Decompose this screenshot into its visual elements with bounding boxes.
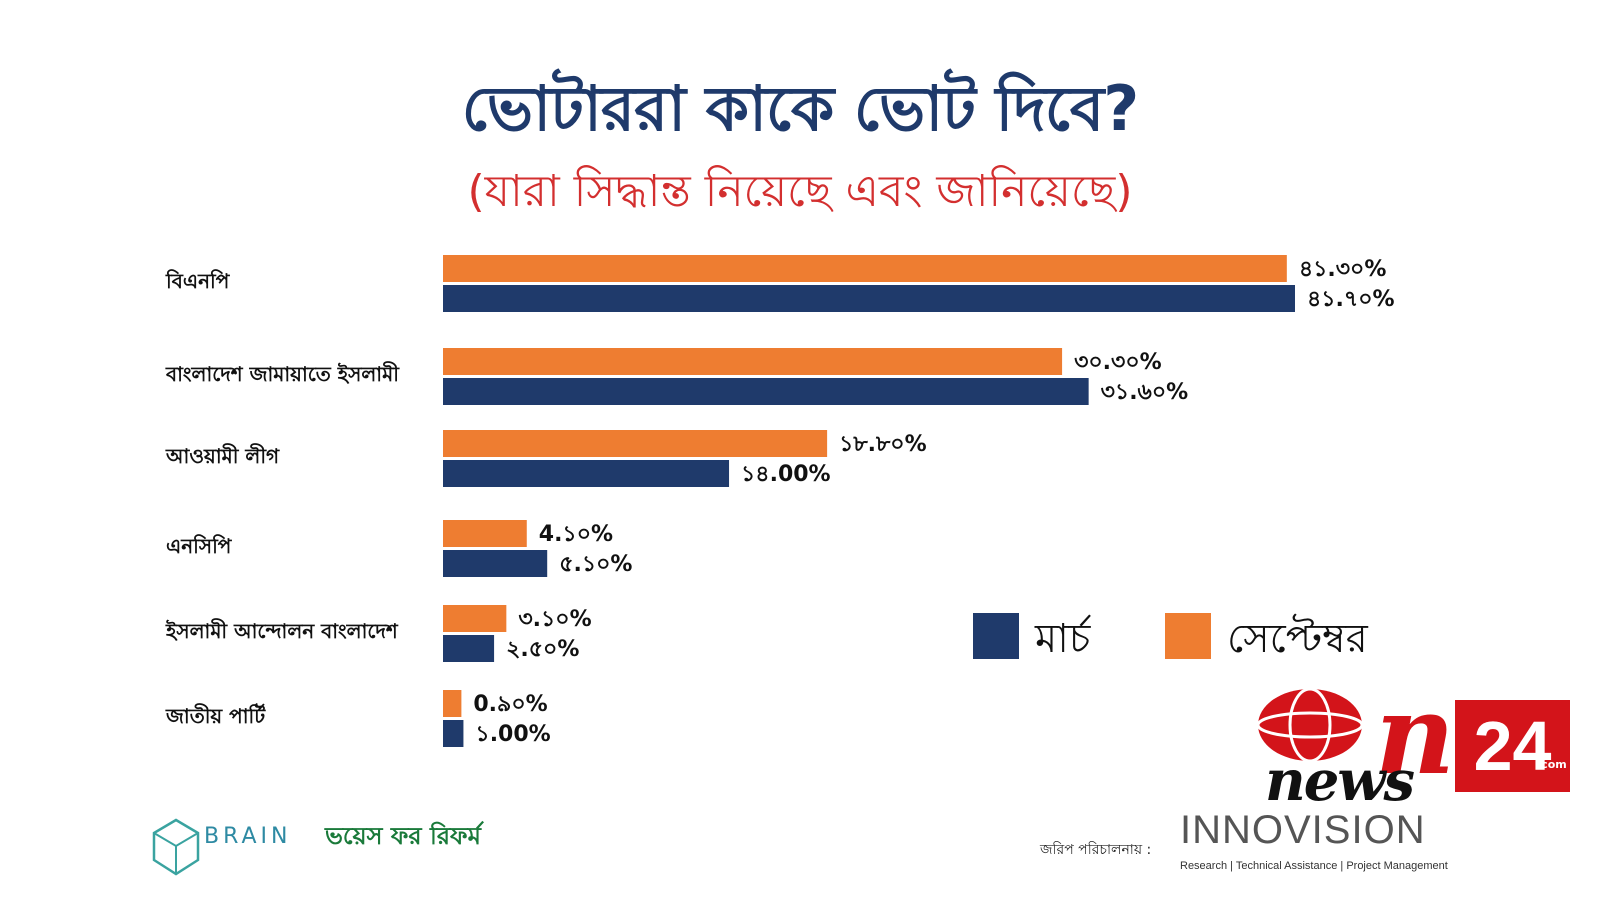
innovision-wordmark: INNOVISION — [1180, 808, 1426, 852]
value-label: ১৮.৮০% — [839, 432, 927, 457]
news24-logo: n news 24 .com — [1256, 670, 1585, 815]
value-label: ৪১.৭০% — [1307, 287, 1395, 312]
category-label: এনসিপি — [166, 534, 233, 558]
bar-march — [443, 378, 1089, 405]
category-label: ইসলামী আন্দোলন বাংলাদেশ — [165, 618, 399, 643]
value-label: ৩.১০% — [518, 607, 591, 632]
voices-for-reform-logo: ভয়েস ফর রিফর্ম — [325, 822, 481, 850]
chart-subtitle: (যারা সিদ্ধান্ত নিয়েছে এবং জানিয়েছে) — [467, 166, 1133, 217]
globe-icon — [1256, 687, 1364, 763]
value-label: ৫.১০% — [559, 552, 632, 577]
legend-march-label: মার্চ — [1034, 614, 1092, 662]
category-label: বিএনপি — [165, 269, 231, 293]
legend-september-swatch — [1165, 613, 1211, 659]
news24-n-letter: n — [1375, 670, 1455, 799]
survey-conducted-by-label: জরিপ পরিচালনায় : — [1040, 842, 1152, 858]
bar-september — [443, 348, 1063, 375]
bar-march — [443, 635, 495, 662]
category-label: জাতীয় পার্টি — [165, 703, 266, 728]
legend-september-label: সেপ্টেম্বর — [1227, 614, 1369, 662]
bar-september — [443, 690, 462, 717]
bar-september — [443, 605, 507, 632]
bar-september — [443, 255, 1287, 282]
bar-march — [443, 720, 464, 747]
value-label: ২.৫০% — [506, 637, 579, 662]
legend-march-swatch — [973, 613, 1019, 659]
chart-title: ভোটাররা কাকে ভোট দিবে? — [461, 72, 1140, 145]
bar-september — [443, 520, 527, 547]
bar-march — [443, 285, 1295, 312]
news24-number-badge: 24 — [1455, 700, 1570, 792]
news24-com: .com — [1537, 758, 1567, 771]
value-label: ৩০.৩০% — [1074, 350, 1162, 375]
value-label: ১৪.00% — [741, 462, 831, 487]
bar-september — [443, 430, 828, 457]
brain-logo-text: BRAIN — [204, 824, 292, 849]
innovision-tagline: Research | Technical Assistance | Projec… — [1180, 860, 1448, 872]
bar-march — [443, 460, 730, 487]
value-label: 0.৯০% — [473, 692, 547, 717]
bar-march — [443, 550, 548, 577]
brain-logo-icon — [152, 818, 200, 876]
innovision-logo: INNOVISION Research | Technical Assistan… — [1180, 808, 1448, 888]
category-label: বাংলাদেশ জামায়াতে ইসলামী — [165, 361, 400, 386]
value-label: 4.১০% — [539, 522, 613, 547]
category-label: আওয়ামী লীগ — [165, 443, 280, 468]
value-label: ৪১.৩০% — [1299, 257, 1387, 282]
news24-wordmark: news — [1265, 748, 1415, 814]
value-label: ১.00% — [475, 722, 550, 747]
value-label: ৩১.৬০% — [1101, 380, 1189, 405]
